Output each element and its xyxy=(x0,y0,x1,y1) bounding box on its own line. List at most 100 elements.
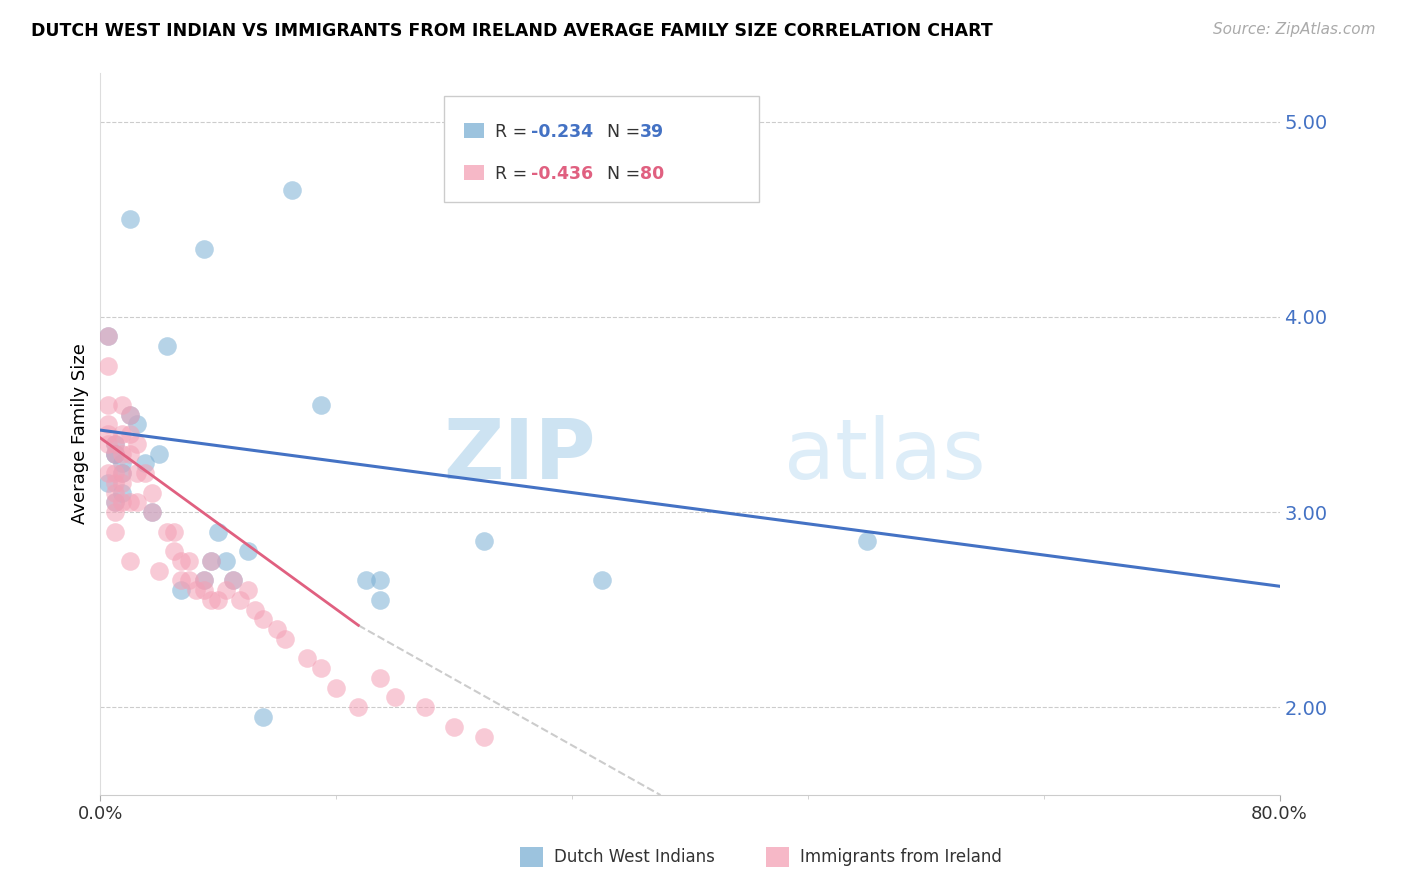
Point xyxy=(104,446,127,460)
Point xyxy=(111,456,134,470)
Point xyxy=(229,593,252,607)
Point xyxy=(370,574,392,588)
Point xyxy=(443,720,465,734)
Point xyxy=(127,466,149,480)
Text: Immigrants from Ireland: Immigrants from Ireland xyxy=(800,848,1002,866)
Point xyxy=(222,574,245,588)
Point xyxy=(97,427,120,442)
Point xyxy=(104,446,127,460)
Y-axis label: Average Family Size: Average Family Size xyxy=(72,343,89,524)
Text: Dutch West Indians: Dutch West Indians xyxy=(554,848,714,866)
Point xyxy=(97,398,120,412)
Point xyxy=(207,524,229,539)
Point xyxy=(104,466,127,480)
Point xyxy=(856,534,879,549)
Point xyxy=(148,446,170,460)
Text: atlas: atlas xyxy=(785,415,986,496)
Point xyxy=(104,495,127,509)
Point xyxy=(104,524,127,539)
Text: 39: 39 xyxy=(640,123,664,141)
Point xyxy=(111,485,134,500)
Point xyxy=(193,583,215,598)
Point xyxy=(127,417,149,432)
Point xyxy=(200,593,222,607)
Point xyxy=(118,212,141,227)
Point xyxy=(118,554,141,568)
Text: N =: N = xyxy=(596,165,645,183)
Point xyxy=(104,437,127,451)
Point xyxy=(177,554,200,568)
Point xyxy=(472,730,495,744)
Point xyxy=(111,446,134,460)
Point xyxy=(97,329,120,343)
Point xyxy=(111,475,134,490)
Point xyxy=(127,495,149,509)
Point xyxy=(193,574,215,588)
Point xyxy=(118,408,141,422)
Point xyxy=(214,583,236,598)
Point xyxy=(295,651,318,665)
Point xyxy=(104,505,127,519)
Text: R =: R = xyxy=(495,123,533,141)
Point xyxy=(311,661,333,675)
Point xyxy=(134,456,156,470)
Point xyxy=(97,475,120,490)
Point xyxy=(266,622,288,636)
Point xyxy=(111,466,134,480)
Point xyxy=(118,495,141,509)
Point xyxy=(170,574,193,588)
Point xyxy=(186,583,208,598)
Point xyxy=(370,593,392,607)
Text: ZIP: ZIP xyxy=(443,415,596,496)
Point xyxy=(207,593,229,607)
Point xyxy=(111,398,134,412)
Point xyxy=(370,671,392,685)
Point xyxy=(347,700,370,714)
Point xyxy=(252,710,274,724)
Text: 80: 80 xyxy=(640,165,664,183)
Point xyxy=(200,554,222,568)
Point xyxy=(222,574,245,588)
Point xyxy=(111,427,134,442)
Point xyxy=(97,466,120,480)
Point xyxy=(311,398,333,412)
Point xyxy=(104,446,127,460)
Point xyxy=(141,485,163,500)
Point xyxy=(118,408,141,422)
Point xyxy=(354,574,377,588)
Point xyxy=(591,574,613,588)
Point xyxy=(384,690,406,705)
Point xyxy=(177,574,200,588)
Point xyxy=(243,602,266,616)
Point xyxy=(97,329,120,343)
Point xyxy=(111,495,134,509)
Point xyxy=(104,495,127,509)
Text: -0.436: -0.436 xyxy=(531,165,593,183)
Point xyxy=(118,446,141,460)
Point xyxy=(170,554,193,568)
Point xyxy=(104,437,127,451)
Point xyxy=(163,524,186,539)
Point xyxy=(193,242,215,256)
Point xyxy=(413,700,436,714)
Point xyxy=(127,437,149,451)
Point xyxy=(281,183,304,197)
Point xyxy=(163,544,186,558)
Point xyxy=(141,505,163,519)
Point xyxy=(156,339,179,353)
Text: N =: N = xyxy=(596,123,645,141)
Point xyxy=(170,583,193,598)
Point xyxy=(214,554,236,568)
Text: -0.234: -0.234 xyxy=(531,123,593,141)
Point xyxy=(472,534,495,549)
Point xyxy=(97,359,120,373)
Text: Source: ZipAtlas.com: Source: ZipAtlas.com xyxy=(1212,22,1375,37)
Point xyxy=(104,475,127,490)
Text: R =: R = xyxy=(495,165,533,183)
Point xyxy=(141,505,163,519)
Point xyxy=(111,466,134,480)
Point xyxy=(252,612,274,626)
Point xyxy=(134,466,156,480)
Point xyxy=(97,437,120,451)
Point xyxy=(236,583,259,598)
